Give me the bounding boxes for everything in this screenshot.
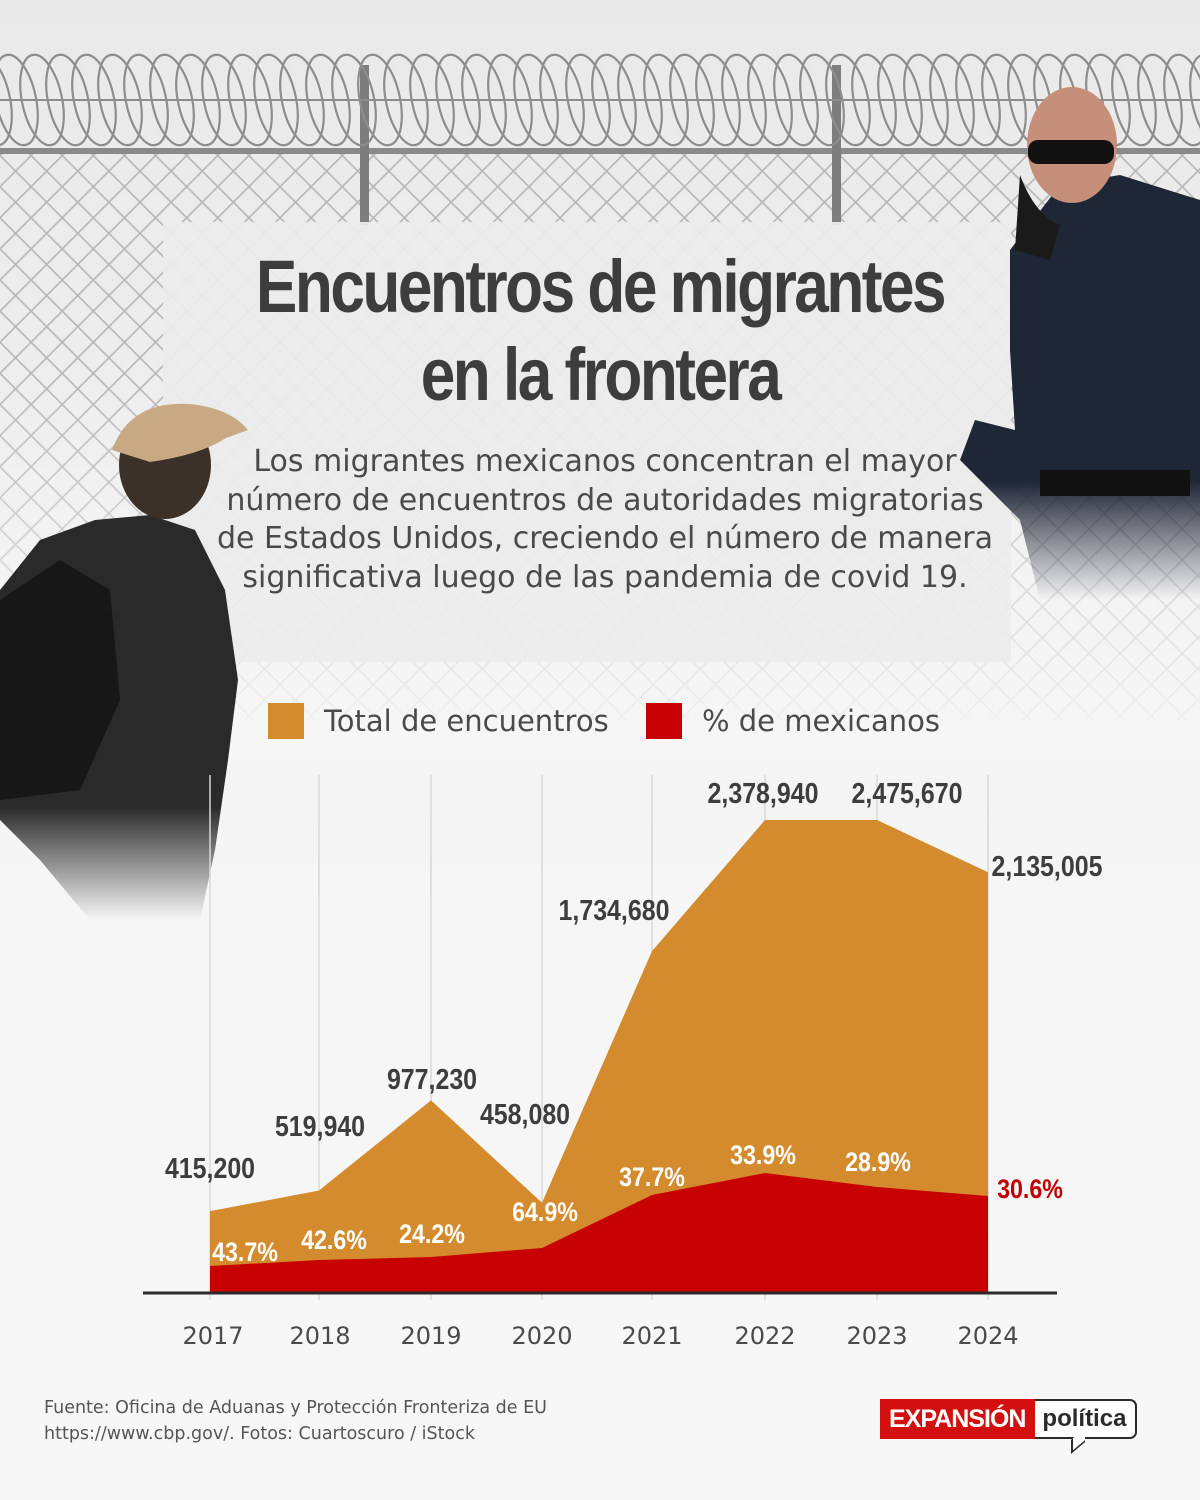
logo-politica: política xyxy=(1035,1399,1138,1454)
mex-label-2021: 37.7% xyxy=(619,1162,685,1192)
razor-wire-coil xyxy=(409,53,455,147)
year-label-2024: 2024 xyxy=(957,1322,1018,1350)
year-label-2023: 2023 xyxy=(846,1322,907,1350)
logo-expansion: EXPANSIÓN xyxy=(880,1399,1036,1439)
razor-wire-coil xyxy=(851,53,897,147)
mex-label-2019: 24.2% xyxy=(399,1219,465,1249)
razor-wire-coil xyxy=(643,53,689,147)
total-label-2019: 977,230 xyxy=(387,1063,477,1095)
razor-wire-coil xyxy=(0,53,39,147)
razor-wire-coil xyxy=(305,53,351,147)
source-line-1: Fuente: Oficina de Aduanas y Protección … xyxy=(44,1398,547,1418)
razor-wire-coil xyxy=(461,53,507,147)
razor-wire-coil xyxy=(279,53,325,147)
razor-wire-coil xyxy=(825,53,871,147)
year-label-2022: 2022 xyxy=(734,1322,795,1350)
year-label-2018: 2018 xyxy=(289,1322,350,1350)
total-label-2024: 2,135,005 xyxy=(992,850,1103,882)
area-total-encounters xyxy=(210,820,988,1293)
area-mexican-share xyxy=(210,1173,988,1293)
razor-wire-coil xyxy=(695,53,741,147)
razor-wire-coil xyxy=(513,53,559,147)
source-line-2: https://www.cbp.gov/. Fotos: Cuartoscuro… xyxy=(44,1424,475,1444)
total-label-2017: 415,200 xyxy=(165,1152,255,1184)
mex-label-2023: 28.9% xyxy=(845,1147,911,1177)
razor-wire-coil xyxy=(929,53,975,147)
mex-label-2018: 42.6% xyxy=(301,1225,367,1255)
razor-wire-coil xyxy=(227,53,273,147)
razor-wire-coil xyxy=(487,53,533,147)
razor-wire-coil xyxy=(149,53,195,147)
year-label-2019: 2019 xyxy=(400,1322,461,1350)
razor-wire-coil xyxy=(591,53,637,147)
razor-wire-coil xyxy=(1111,53,1157,147)
mex-label-2017: 43.7% xyxy=(212,1237,278,1267)
expansion-politica-logo: EXPANSIÓN política xyxy=(880,1399,1138,1454)
razor-wire-coil xyxy=(539,53,585,147)
migrant-figure xyxy=(0,403,248,920)
razor-wire-coil xyxy=(383,53,429,147)
razor-wire-coil xyxy=(721,53,767,147)
total-label-2022: 2,378,940 xyxy=(708,777,819,809)
logo-politica-text: política xyxy=(1042,1405,1127,1432)
razor-wire-coil xyxy=(877,53,923,147)
subtitle: Los migrantes mexicanos concentran el ma… xyxy=(216,444,994,595)
mex-label-2020: 64.9% xyxy=(512,1197,578,1227)
razor-wire-coil xyxy=(669,53,715,147)
mex-label-2024: 30.6% xyxy=(997,1174,1063,1204)
razor-wire-coil xyxy=(1137,53,1183,147)
total-label-2018: 519,940 xyxy=(275,1110,365,1142)
razor-wire-coil xyxy=(19,53,65,147)
total-label-2021: 1,734,680 xyxy=(559,894,670,926)
title-line-2: en la frontera xyxy=(420,333,782,416)
photo-figures xyxy=(0,87,1200,920)
razor-wire-coil xyxy=(45,53,91,147)
year-label-2021: 2021 xyxy=(621,1322,682,1350)
legend-swatch-total xyxy=(268,703,304,739)
razor-wire-coil xyxy=(175,53,221,147)
razor-wire-coil xyxy=(747,53,793,147)
mex-label-2022: 33.9% xyxy=(730,1140,796,1170)
razor-wire-coil xyxy=(71,53,117,147)
officer-figure xyxy=(960,87,1200,600)
total-label-2020: 458,080 xyxy=(480,1098,570,1130)
legend-label-mexicans: % de mexicanos xyxy=(702,704,940,738)
title-panel xyxy=(163,222,1011,662)
razor-wire-coil xyxy=(773,53,819,147)
year-label-2020: 2020 xyxy=(511,1322,572,1350)
legend-label-total: Total de encuentros xyxy=(324,704,609,738)
razor-wire-coil xyxy=(617,53,663,147)
razor-wire-coil xyxy=(981,53,1027,147)
legend-swatch-mexicans xyxy=(646,703,682,739)
year-label-2017: 2017 xyxy=(182,1322,243,1350)
razor-wire-coil xyxy=(565,53,611,147)
razor-wire-coil xyxy=(1189,53,1200,147)
legend-mexicans: % de mexicanos xyxy=(646,703,940,739)
razor-wire-coil xyxy=(0,53,13,147)
razor-wire-coil xyxy=(903,53,949,147)
razor-wire-coil xyxy=(955,53,1001,147)
razor-wire-coil xyxy=(97,53,143,147)
razor-wire-coil xyxy=(799,53,845,147)
total-label-2023: 2,475,670 xyxy=(852,777,963,809)
razor-wire-coil xyxy=(201,53,247,147)
razor-wire-coil xyxy=(435,53,481,147)
razor-wire-coil xyxy=(357,53,403,147)
razor-wire-coil xyxy=(253,53,299,147)
legend-total: Total de encuentros xyxy=(268,703,609,739)
title-line-1: Encuentros de migrantes xyxy=(255,245,947,328)
razor-wire-coil xyxy=(123,53,169,147)
razor-wire-coil xyxy=(331,53,377,147)
razor-wire-coil xyxy=(1163,53,1200,147)
